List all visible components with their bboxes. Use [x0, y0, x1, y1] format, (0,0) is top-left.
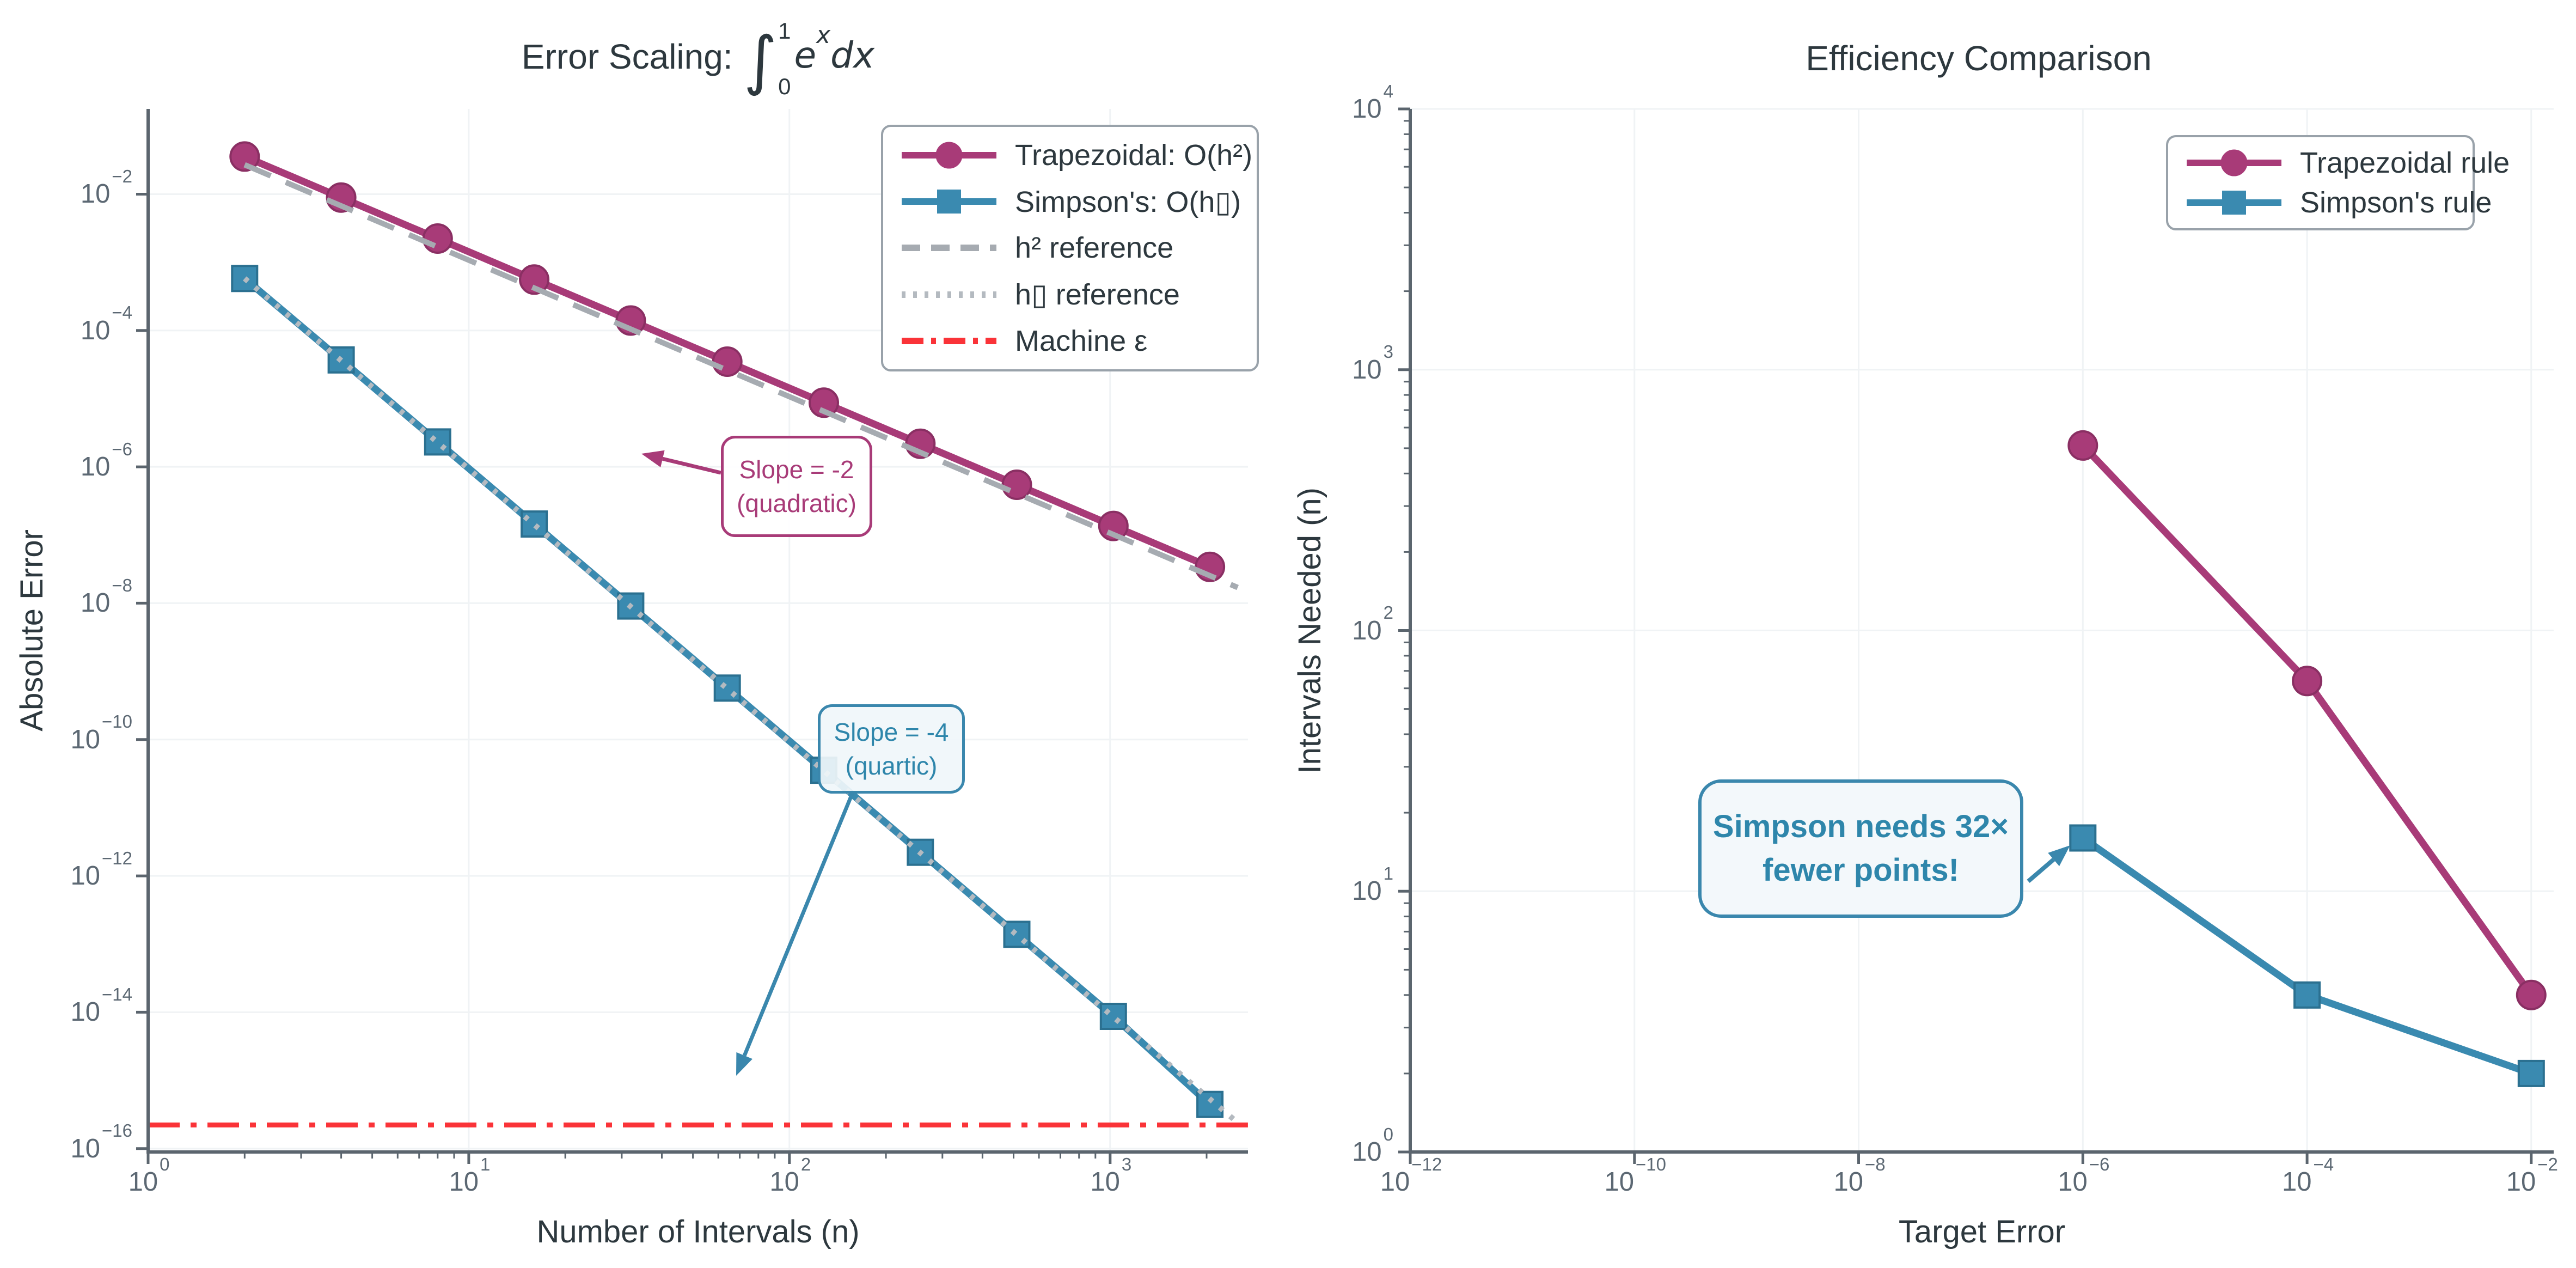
y-tick-label: 10−4 — [80, 302, 132, 345]
data-point-circle — [1001, 470, 1032, 500]
integrand-power: x — [816, 21, 831, 49]
legend-label: Simpson's rule — [2300, 186, 2492, 220]
data-point-square — [521, 510, 548, 538]
y-tick-label: 103 — [1352, 342, 1393, 385]
legend-sample-dotted — [902, 291, 996, 298]
annotation-arrow — [2048, 845, 2070, 867]
differential: dx — [830, 34, 875, 76]
data-point-square — [1003, 920, 1031, 948]
left-y-axis-label: Absolute Error — [14, 529, 50, 731]
legend-label: h▯ reference — [1015, 278, 1180, 312]
left-x-axis-label: Number of Intervals (n) — [536, 1214, 860, 1249]
x-tick-label: 10−10 — [1604, 1154, 1667, 1197]
legend-label: Trapezoidal rule — [2300, 146, 2510, 179]
data-point-square — [424, 428, 451, 456]
y-tick-label: 10−8 — [80, 575, 132, 618]
x-tick-label: 102 — [769, 1154, 811, 1197]
legend-sample-dashed — [902, 245, 996, 252]
data-point-circle — [2067, 430, 2098, 461]
x-tick-label: 101 — [449, 1154, 491, 1197]
data-point-circle — [1098, 510, 1129, 541]
title-text: Error Scaling: — [521, 37, 733, 76]
data-point-square — [1099, 1003, 1127, 1030]
annotation-slope-quadratic: Slope = -2 (quadratic) — [721, 436, 872, 537]
legend-sample-solid — [902, 142, 996, 169]
legend-label: h² reference — [1015, 231, 1174, 265]
legend-item: Trapezoidal: O(h²) — [897, 138, 1252, 172]
data-point-circle — [712, 346, 743, 377]
y-tick-label: 10−10 — [70, 711, 133, 754]
y-tick-label: 10−16 — [70, 1120, 133, 1163]
legend-sample-solid — [2187, 191, 2281, 215]
legend-label: Simpson's: O(h▯) — [1015, 185, 1241, 218]
integral-limits: 1 0 — [778, 18, 791, 100]
data-point-square — [1196, 1090, 1224, 1118]
annotation-simpson-efficiency: Simpson needs 32× fewer points! — [1698, 779, 2023, 918]
data-point-square — [2293, 981, 2321, 1009]
left-chart-title: Error Scaling: ∫ 1 0 exdx — [371, 8, 1025, 106]
right-chart-title: Efficiency Comparison — [1806, 39, 2152, 78]
legend-sample-dashdot — [902, 337, 996, 344]
integrand: exdx — [794, 21, 875, 76]
data-point-circle — [422, 223, 453, 254]
annotation-slope-quartic: Slope = -4 (quartic) — [818, 704, 965, 794]
data-point-square — [713, 674, 741, 702]
right-legend: Trapezoidal rule Simpson's rule — [2166, 135, 2510, 230]
annotation-arrow — [641, 450, 665, 467]
left-legend: Trapezoidal: O(h²) Simpson's: O(h▯) h² ref… — [881, 125, 1259, 371]
integral-icon: ∫ — [743, 22, 778, 97]
data-point-circle — [229, 141, 260, 172]
y-tick-label: 10−12 — [70, 848, 133, 891]
y-tick-label: 101 — [1352, 863, 1393, 906]
annotation-line: (quadratic) — [737, 489, 856, 517]
x-tick-label: 10−8 — [1833, 1154, 1886, 1197]
x-tick-label: 10−6 — [2058, 1154, 2110, 1197]
annotation-arrow — [736, 1052, 752, 1076]
legend-item: h² reference — [897, 231, 1243, 265]
y-tick-label: 100 — [1352, 1124, 1393, 1167]
legend-item: Simpson's: O(h▯) — [897, 185, 1243, 219]
annotation-line: Slope = -2 — [739, 455, 854, 484]
data-point-circle — [2292, 666, 2323, 697]
x-tick-label: 10−4 — [2281, 1154, 2334, 1197]
integral-lower-limit: 0 — [778, 74, 791, 99]
y-tick-label: 10−2 — [80, 166, 132, 209]
x-tick-label: 10−12 — [1380, 1154, 1442, 1197]
y-tick-label: 102 — [1352, 602, 1393, 645]
x-tick-label: 103 — [1090, 1154, 1132, 1197]
annotation-line: Slope = -4 — [834, 718, 949, 746]
data-point-circle — [519, 264, 550, 295]
legend-sample-solid — [2187, 149, 2281, 176]
right-x-axis-label: Target Error — [1898, 1214, 2066, 1249]
legend-item: h▯ reference — [897, 277, 1243, 312]
annotation-line: Simpson needs 32× — [1712, 809, 2009, 844]
x-tick-label: 10−2 — [2506, 1154, 2558, 1197]
legend-item: Machine ε — [897, 324, 1243, 358]
data-point-circle — [2516, 979, 2547, 1010]
data-point-square — [2517, 1059, 2545, 1087]
integral-upper-limit: 1 — [778, 18, 791, 44]
y-tick-label: 10−6 — [80, 438, 132, 482]
y-tick-label: 104 — [1352, 81, 1393, 124]
data-point-circle — [809, 387, 839, 418]
x-tick-label: 100 — [128, 1154, 170, 1197]
legend-sample-solid — [902, 190, 996, 214]
legend-label: Trapezoidal: O(h²) — [1015, 139, 1253, 172]
legend-item: Simpson's rule — [2182, 186, 2492, 220]
legend-label: Machine ε — [1015, 324, 1148, 357]
annotation-line: fewer points! — [1763, 852, 1959, 888]
legend-item: Trapezoidal rule — [2182, 146, 2510, 180]
series-h-reference — [243, 162, 1239, 590]
annotation-line: (quartic) — [845, 752, 938, 780]
data-point-square — [2069, 824, 2097, 852]
y-tick-label: 10−14 — [70, 984, 133, 1027]
